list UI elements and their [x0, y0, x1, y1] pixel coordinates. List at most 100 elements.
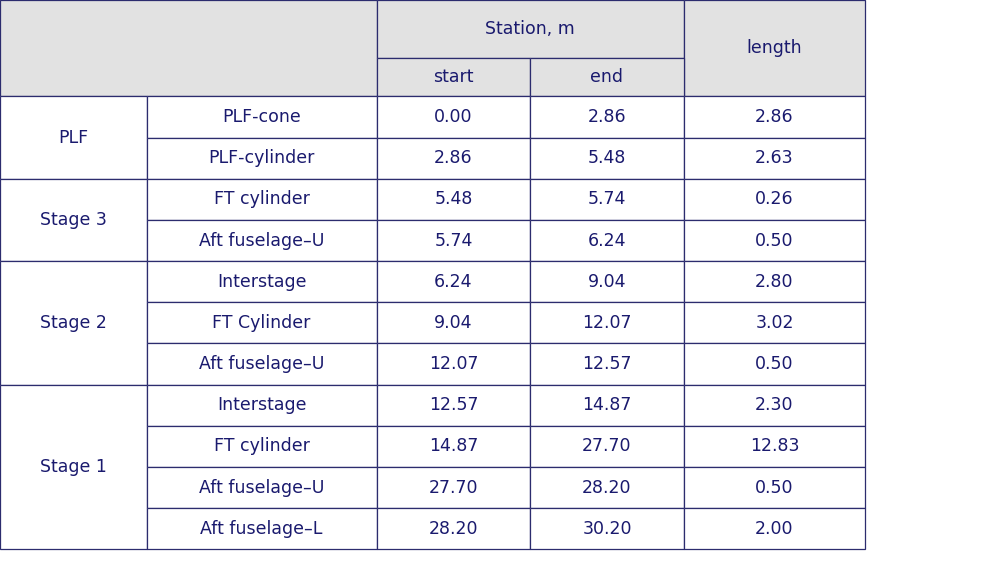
Text: 12.83: 12.83	[750, 438, 799, 455]
Text: 28.20: 28.20	[429, 520, 478, 537]
Bar	[377, 58, 530, 96]
Bar	[0, 0, 377, 96]
Bar	[0, 96, 147, 179]
Bar	[684, 426, 865, 467]
Bar	[377, 96, 530, 138]
Bar	[377, 220, 530, 261]
Bar	[147, 426, 377, 467]
Bar	[147, 302, 377, 343]
Text: 27.70: 27.70	[583, 438, 631, 455]
Text: FT cylinder: FT cylinder	[214, 438, 309, 455]
Bar	[377, 426, 530, 467]
Bar	[377, 138, 530, 179]
Bar	[377, 302, 530, 343]
Bar	[147, 220, 377, 261]
Text: 28.20: 28.20	[583, 479, 631, 496]
Text: 14.87: 14.87	[583, 396, 631, 414]
Bar	[530, 179, 684, 220]
Text: Aft fuselage–U: Aft fuselage–U	[199, 479, 324, 496]
Text: 0.00: 0.00	[434, 108, 473, 126]
Text: 6.24: 6.24	[434, 273, 473, 290]
Bar	[530, 220, 684, 261]
Text: PLF-cylinder: PLF-cylinder	[208, 149, 315, 167]
Text: 2.00: 2.00	[755, 520, 794, 537]
Bar	[147, 261, 377, 302]
Text: Interstage: Interstage	[217, 273, 306, 290]
Text: 12.57: 12.57	[429, 396, 478, 414]
Text: Stage 1: Stage 1	[40, 458, 107, 476]
Bar	[0, 96, 147, 179]
Bar	[377, 138, 530, 179]
Bar	[530, 385, 684, 426]
Text: FT Cylinder: FT Cylinder	[212, 314, 311, 332]
Bar	[377, 508, 530, 549]
Bar	[530, 467, 684, 508]
Text: 2.63: 2.63	[755, 149, 794, 167]
Text: 27.70: 27.70	[429, 479, 478, 496]
Text: Aft fuselage–U: Aft fuselage–U	[199, 355, 324, 373]
Bar	[147, 508, 377, 549]
Text: 9.04: 9.04	[588, 273, 626, 290]
Bar	[530, 179, 684, 220]
Bar	[377, 302, 530, 343]
Bar	[684, 508, 865, 549]
Bar	[684, 179, 865, 220]
Bar	[377, 385, 530, 426]
Bar	[147, 426, 377, 467]
Text: 2.30: 2.30	[755, 396, 794, 414]
Bar	[684, 426, 865, 467]
Text: 6.24: 6.24	[588, 232, 626, 249]
Bar	[684, 0, 865, 96]
Text: Stage 3: Stage 3	[40, 211, 107, 229]
Bar	[377, 467, 530, 508]
Text: Station, m: Station, m	[486, 20, 575, 38]
Bar	[147, 343, 377, 385]
Text: 9.04: 9.04	[434, 314, 473, 332]
Text: 12.07: 12.07	[583, 314, 631, 332]
Text: 12.07: 12.07	[429, 355, 478, 373]
Bar	[530, 220, 684, 261]
Bar	[147, 261, 377, 302]
Bar	[530, 261, 684, 302]
Bar	[147, 302, 377, 343]
Bar	[684, 220, 865, 261]
Bar	[377, 179, 530, 220]
Bar	[530, 138, 684, 179]
Text: 5.74: 5.74	[434, 232, 473, 249]
Text: 0.50: 0.50	[755, 232, 794, 249]
Bar	[530, 426, 684, 467]
Text: 2.86: 2.86	[588, 108, 626, 126]
Bar	[530, 508, 684, 549]
Bar	[530, 96, 684, 138]
Text: 30.20: 30.20	[583, 520, 631, 537]
Bar	[147, 179, 377, 220]
Bar	[684, 385, 865, 426]
Bar	[0, 179, 147, 261]
Bar	[684, 179, 865, 220]
Bar	[684, 343, 865, 385]
Text: end: end	[591, 68, 623, 86]
Bar	[530, 302, 684, 343]
Text: 0.50: 0.50	[755, 355, 794, 373]
Bar	[147, 385, 377, 426]
Bar	[147, 138, 377, 179]
Bar	[684, 467, 865, 508]
Bar	[684, 302, 865, 343]
Bar	[530, 343, 684, 385]
Bar	[377, 426, 530, 467]
Bar	[377, 96, 530, 138]
Bar	[377, 343, 530, 385]
Bar	[377, 261, 530, 302]
Bar	[530, 96, 684, 138]
Text: 12.57: 12.57	[583, 355, 631, 373]
Bar	[147, 467, 377, 508]
Bar	[377, 343, 530, 385]
Bar	[684, 261, 865, 302]
Bar	[684, 508, 865, 549]
Text: 0.26: 0.26	[755, 191, 794, 208]
Bar	[147, 343, 377, 385]
Bar	[530, 58, 684, 96]
Bar	[684, 96, 865, 138]
Text: length: length	[746, 39, 803, 57]
Bar	[0, 385, 147, 549]
